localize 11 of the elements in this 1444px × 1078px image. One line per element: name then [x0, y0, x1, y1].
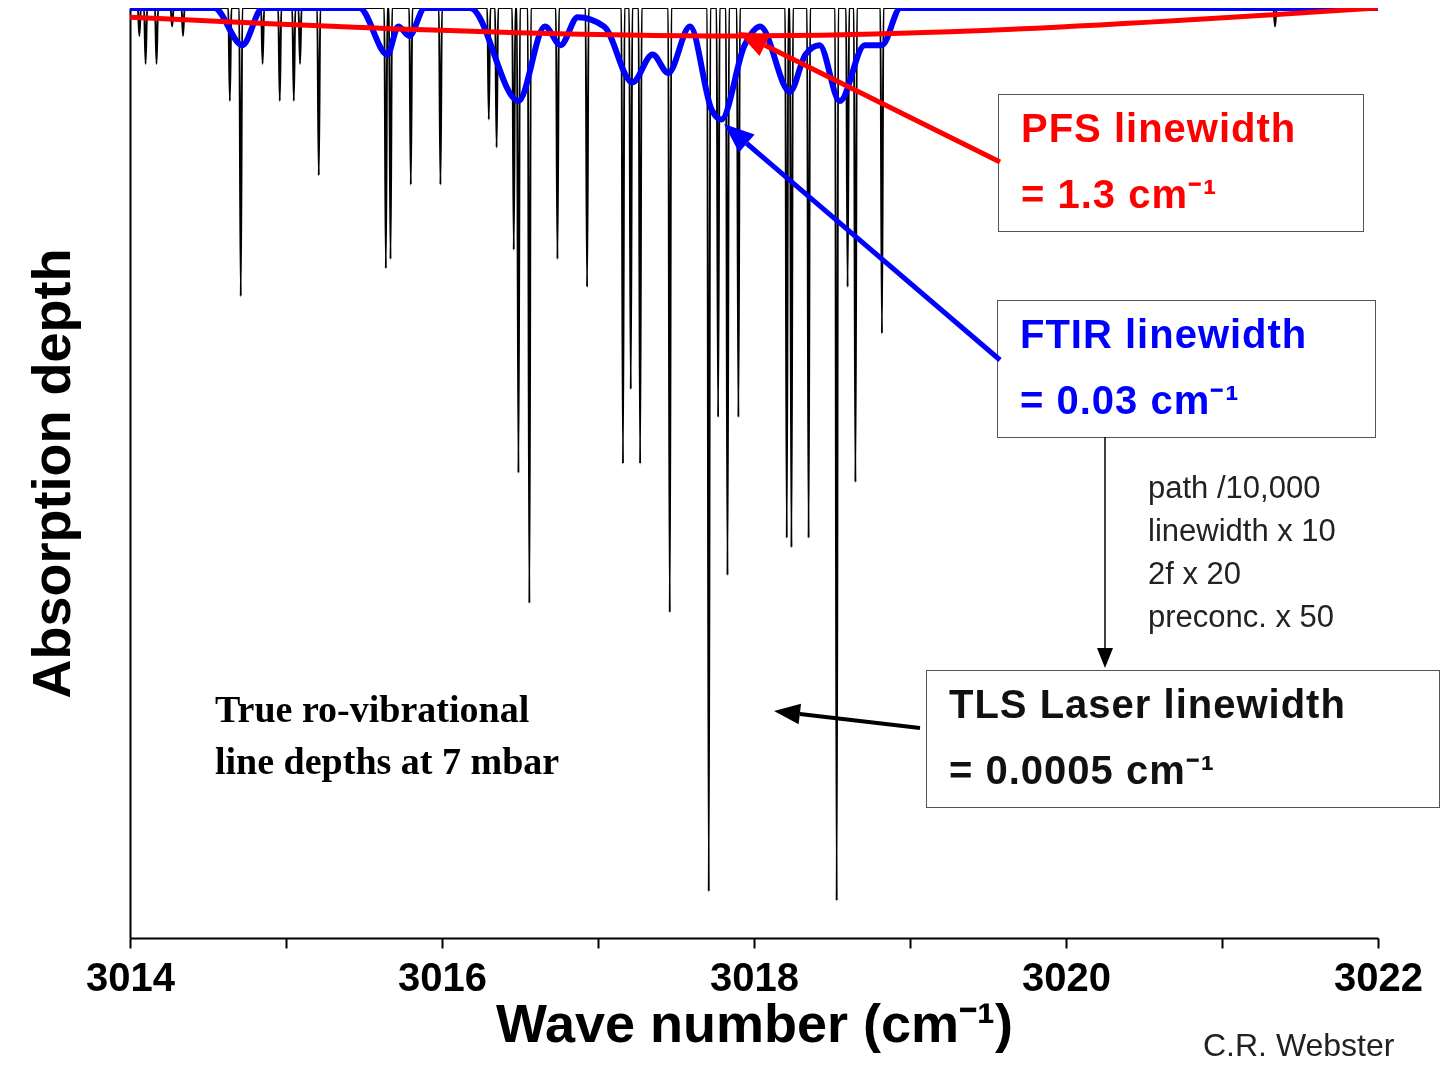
annotation: path /10,000 linewidth x 10 2f x 20 preconc. x 50	[1148, 469, 1337, 636]
annotation: True ro-vibrational line depths at 7 mbar	[215, 687, 561, 784]
annotation: PFS linewidth = 1.3 cm⁻¹	[998, 94, 1364, 232]
x-tick-label: 3020	[1022, 954, 1111, 999]
annotation: FTIR linewidth = 0.03 cm⁻¹	[997, 300, 1376, 438]
annotation: TLS Laser linewidth = 0.0005 cm⁻¹	[926, 670, 1440, 808]
y-axis-title: Absorption depth	[20, 248, 81, 699]
x-tick-label: 3014	[86, 954, 176, 999]
x-tick-label: 3016	[398, 954, 487, 999]
text: C.R. Webster	[1203, 1026, 1396, 1065]
x-tick-label: 3022	[1334, 954, 1423, 999]
